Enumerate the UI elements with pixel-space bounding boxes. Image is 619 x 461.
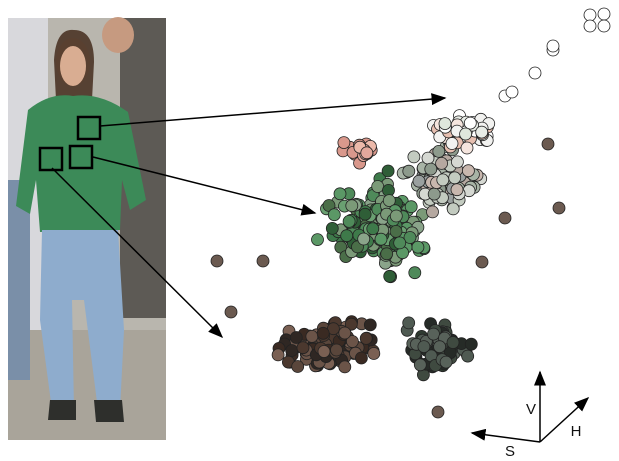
color-point bbox=[382, 194, 396, 208]
color-point bbox=[345, 335, 359, 348]
color-point bbox=[338, 360, 352, 374]
color-point bbox=[402, 316, 416, 330]
color-point bbox=[344, 317, 358, 331]
color-point bbox=[541, 137, 555, 151]
color-point bbox=[338, 326, 352, 340]
color-point bbox=[411, 240, 425, 254]
color-point bbox=[210, 254, 224, 268]
color-point bbox=[427, 187, 441, 201]
color-point bbox=[404, 200, 418, 214]
color-point bbox=[445, 137, 459, 150]
color-point bbox=[448, 171, 462, 185]
color-point bbox=[345, 199, 359, 213]
color-point bbox=[333, 187, 347, 201]
sample-boxes bbox=[38, 115, 102, 172]
color-point bbox=[317, 345, 331, 358]
color-point bbox=[464, 337, 478, 351]
color-point bbox=[528, 66, 542, 80]
color-point bbox=[371, 180, 385, 193]
color-point bbox=[354, 351, 368, 365]
color-point bbox=[597, 7, 611, 21]
color-point bbox=[446, 202, 460, 216]
color-point bbox=[256, 254, 270, 268]
color-point bbox=[417, 340, 431, 354]
color-point bbox=[459, 127, 473, 141]
color-point bbox=[552, 201, 566, 215]
color-point bbox=[427, 327, 440, 341]
color-point bbox=[431, 405, 445, 419]
color-point bbox=[407, 150, 421, 164]
color-point bbox=[433, 340, 447, 354]
color-point bbox=[374, 232, 388, 246]
color-point bbox=[461, 349, 475, 363]
color-point bbox=[381, 164, 395, 178]
color-point bbox=[367, 347, 381, 360]
arrows bbox=[51, 93, 447, 339]
color-point bbox=[439, 355, 453, 369]
color-point bbox=[450, 183, 464, 197]
color-point bbox=[402, 164, 416, 178]
color-point bbox=[366, 222, 380, 236]
color-scatter bbox=[210, 7, 611, 419]
axis-label: H bbox=[571, 423, 582, 440]
color-point bbox=[340, 229, 354, 243]
color-point bbox=[305, 329, 319, 343]
color-point bbox=[363, 318, 377, 332]
color-point bbox=[224, 305, 238, 319]
color-point bbox=[285, 344, 299, 357]
color-point bbox=[360, 146, 374, 160]
color-point bbox=[330, 343, 343, 357]
color-point bbox=[408, 266, 422, 280]
color-point bbox=[436, 173, 450, 187]
color-point bbox=[325, 221, 339, 235]
color-point bbox=[426, 205, 439, 219]
color-point bbox=[412, 174, 426, 188]
color-point bbox=[389, 224, 403, 238]
photo bbox=[8, 17, 166, 440]
color-point bbox=[583, 8, 597, 22]
color-point bbox=[546, 39, 560, 53]
color-point bbox=[446, 336, 460, 349]
color-point bbox=[271, 348, 285, 362]
color-point bbox=[421, 151, 435, 165]
color-point bbox=[291, 360, 305, 373]
color-point bbox=[475, 255, 489, 269]
color-point bbox=[450, 155, 464, 169]
color-point bbox=[460, 141, 474, 155]
color-point bbox=[327, 208, 341, 222]
color-point bbox=[461, 164, 475, 178]
color-point bbox=[413, 358, 427, 372]
color-point bbox=[316, 326, 330, 340]
color-point bbox=[342, 214, 356, 228]
color-point bbox=[380, 247, 394, 261]
axis-label: V bbox=[526, 401, 536, 418]
color-point bbox=[475, 125, 489, 139]
color-point bbox=[583, 19, 597, 33]
hsv-axes bbox=[470, 370, 590, 443]
axis-label: S bbox=[505, 443, 515, 460]
color-point bbox=[383, 269, 397, 283]
color-point bbox=[337, 136, 351, 150]
color-point bbox=[389, 209, 403, 223]
color-point bbox=[359, 331, 373, 345]
color-point bbox=[424, 162, 438, 176]
color-point bbox=[393, 236, 407, 250]
color-point bbox=[357, 232, 371, 246]
color-point bbox=[435, 156, 449, 170]
color-point bbox=[432, 144, 446, 158]
color-point bbox=[403, 231, 417, 244]
color-point bbox=[438, 117, 452, 130]
color-point bbox=[498, 211, 512, 225]
color-point bbox=[505, 85, 519, 99]
color-point bbox=[311, 233, 324, 247]
color-point bbox=[289, 331, 303, 344]
color-point bbox=[597, 19, 611, 33]
color-point bbox=[463, 116, 477, 130]
color-point bbox=[358, 207, 372, 221]
color-point bbox=[296, 341, 310, 355]
